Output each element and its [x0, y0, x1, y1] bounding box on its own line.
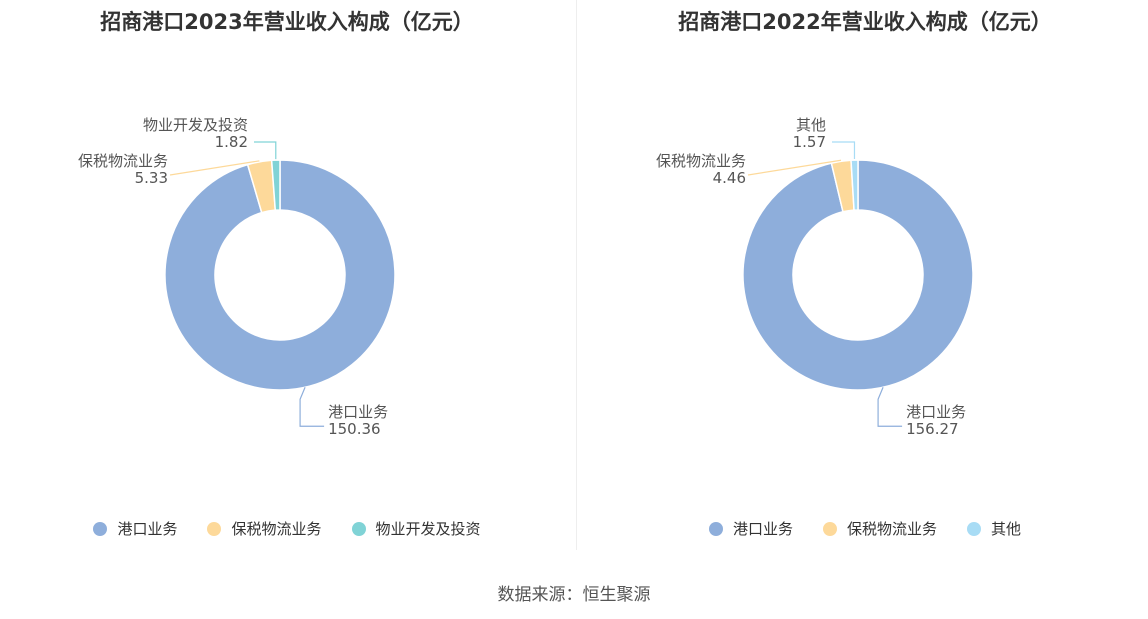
- slice-label-value: 5.33: [135, 169, 168, 187]
- legend-color-dot: [207, 522, 221, 536]
- slice-label-value: 1.57: [793, 133, 826, 151]
- legend-item-other[interactable]: 其他: [967, 518, 1021, 539]
- chart-panel-2022: 招商港口2022年营业收入构成（亿元） 港口业务 156.27 保税物流业务 4.46…: [578, 0, 1148, 560]
- label-leader-line-0: [878, 387, 902, 426]
- legend-color-dot: [352, 522, 366, 536]
- chart-panel-2023: 招商港口2023年营业收入构成（亿元） 港口业务 150.36 保税物流业务 5.33…: [0, 0, 574, 560]
- slice-label-name: 物业开发及投资: [143, 116, 248, 134]
- slice-label-name: 保税物流业务: [656, 152, 746, 170]
- legend-item-bonded-logistics[interactable]: 保税物流业务: [207, 518, 321, 539]
- slice-label-value: 150.36: [328, 420, 381, 438]
- legend-label: 物业开发及投资: [376, 518, 481, 539]
- slice-label-value: 1.82: [215, 133, 248, 151]
- legend-label: 保税物流业务: [847, 518, 937, 539]
- legend-item-property[interactable]: 物业开发及投资: [352, 518, 481, 539]
- slice-label-name: 港口业务: [328, 403, 388, 421]
- slice-label-name: 港口业务: [906, 403, 966, 421]
- legend-label: 港口业务: [117, 518, 177, 539]
- legend-label: 保税物流业务: [231, 518, 321, 539]
- legend-color-dot: [93, 522, 107, 536]
- legend: 港口业务 保税物流业务 其他: [578, 518, 1148, 539]
- data-source-note: 数据来源：恒生聚源: [0, 580, 1148, 605]
- label-leader-line-2: [254, 142, 276, 159]
- legend-label: 其他: [991, 518, 1021, 539]
- legend-item-port[interactable]: 港口业务: [93, 518, 177, 539]
- legend-item-port[interactable]: 港口业务: [709, 518, 793, 539]
- label-leader-line-2: [832, 142, 854, 159]
- label-leader-line-0: [300, 387, 324, 426]
- legend-item-bonded-logistics[interactable]: 保税物流业务: [823, 518, 937, 539]
- legend-color-dot: [709, 522, 723, 536]
- panel-divider: [576, 0, 577, 550]
- legend-label: 港口业务: [733, 518, 793, 539]
- legend-color-dot: [823, 522, 837, 536]
- slice-label-name: 其他: [796, 116, 826, 134]
- legend-color-dot: [967, 522, 981, 536]
- legend: 港口业务 保税物流业务 物业开发及投资: [0, 518, 574, 539]
- slice-label-value: 4.46: [713, 169, 746, 187]
- slice-label-name: 保税物流业务: [78, 152, 168, 170]
- slice-label-value: 156.27: [906, 420, 959, 438]
